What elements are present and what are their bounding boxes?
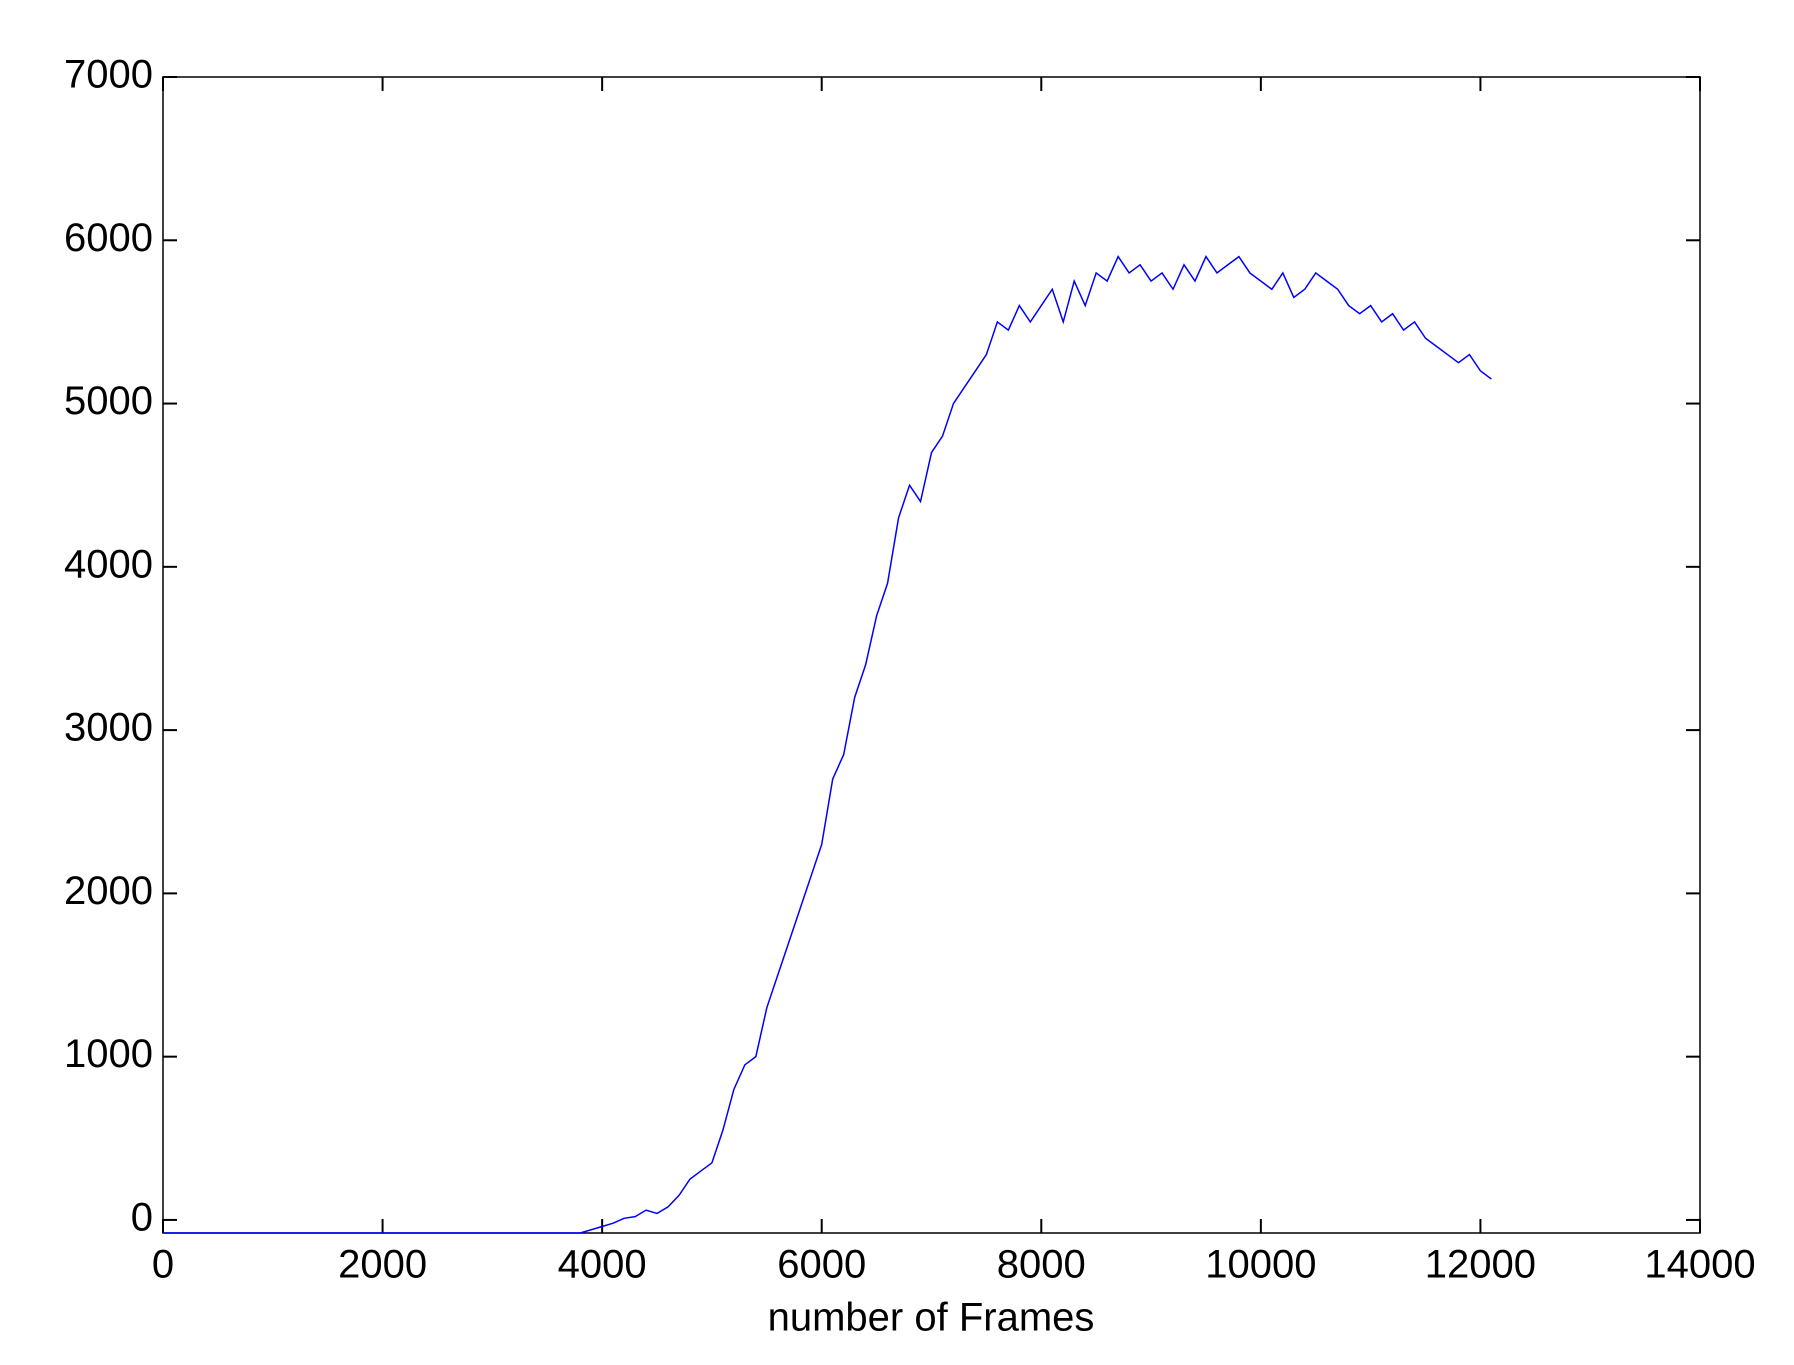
axes-box <box>162 76 1701 1234</box>
y-tick-label: 4000 <box>64 542 153 586</box>
x-axis-label: number of Frames <box>768 1296 1095 1340</box>
x-tick-label: 0 <box>152 1243 174 1287</box>
y-tick-label: 3000 <box>64 706 153 750</box>
y-tick-label: 5000 <box>64 379 153 423</box>
y-tick-label: 6000 <box>64 216 153 260</box>
y-tick-label: 0 <box>131 1196 153 1240</box>
y-tick-label: 7000 <box>64 53 153 97</box>
x-tick-label: 10000 <box>1205 1243 1316 1287</box>
y-tick-label: 2000 <box>64 869 153 913</box>
data-line <box>163 255 1492 1234</box>
x-tick-label: 2000 <box>338 1243 427 1287</box>
x-tick-label: 6000 <box>777 1243 866 1287</box>
x-tick-label: 14000 <box>1644 1243 1755 1287</box>
x-tick-label: 12000 <box>1425 1243 1536 1287</box>
y-tick-label: 1000 <box>64 1032 153 1076</box>
x-tick-label: 8000 <box>997 1243 1086 1287</box>
x-tick-label: 4000 <box>558 1243 647 1287</box>
